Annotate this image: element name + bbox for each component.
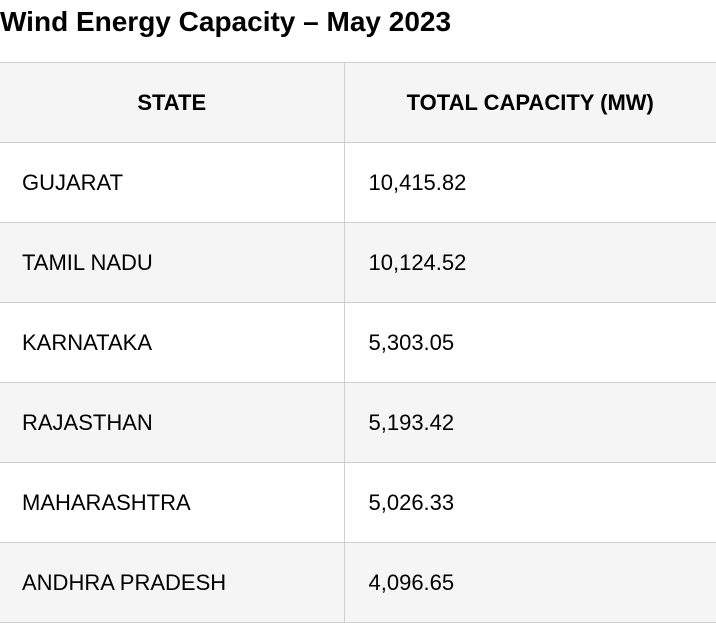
state-cell: GUJARAT [0,142,345,223]
capacity-cell: 5,193.42 [344,382,716,463]
state-cell: MAHARASHTRA [0,462,345,543]
capacity-cell: 5,026.33 [344,462,716,543]
table-row: KARNATAKA 5,303.05 [0,302,716,383]
state-cell: RAJASTHAN [0,382,345,463]
capacity-table: STATE TOTAL CAPACITY (MW) GUJARAT 10,415… [0,62,716,623]
state-cell: TAMIL NADU [0,222,345,303]
capacity-cell: 5,303.05 [344,302,716,383]
table-row: TAMIL NADU 10,124.52 [0,222,716,303]
table-row: GUJARAT 10,415.82 [0,142,716,223]
column-header-state: STATE [0,62,345,143]
table-row: MAHARASHTRA 5,026.33 [0,462,716,543]
state-cell: KARNATAKA [0,302,345,383]
capacity-cell: 10,415.82 [344,142,716,223]
table-row: ANDHRA PRADESH 4,096.65 [0,542,716,623]
table-row: RAJASTHAN 5,193.42 [0,382,716,463]
state-cell: ANDHRA PRADESH [0,542,345,623]
page-title: Wind Energy Capacity – May 2023 [0,6,452,37]
table-header-row: STATE TOTAL CAPACITY (MW) [0,62,716,143]
capacity-cell: 4,096.65 [344,542,716,623]
capacity-cell: 10,124.52 [344,222,716,303]
column-header-capacity: TOTAL CAPACITY (MW) [344,62,716,143]
